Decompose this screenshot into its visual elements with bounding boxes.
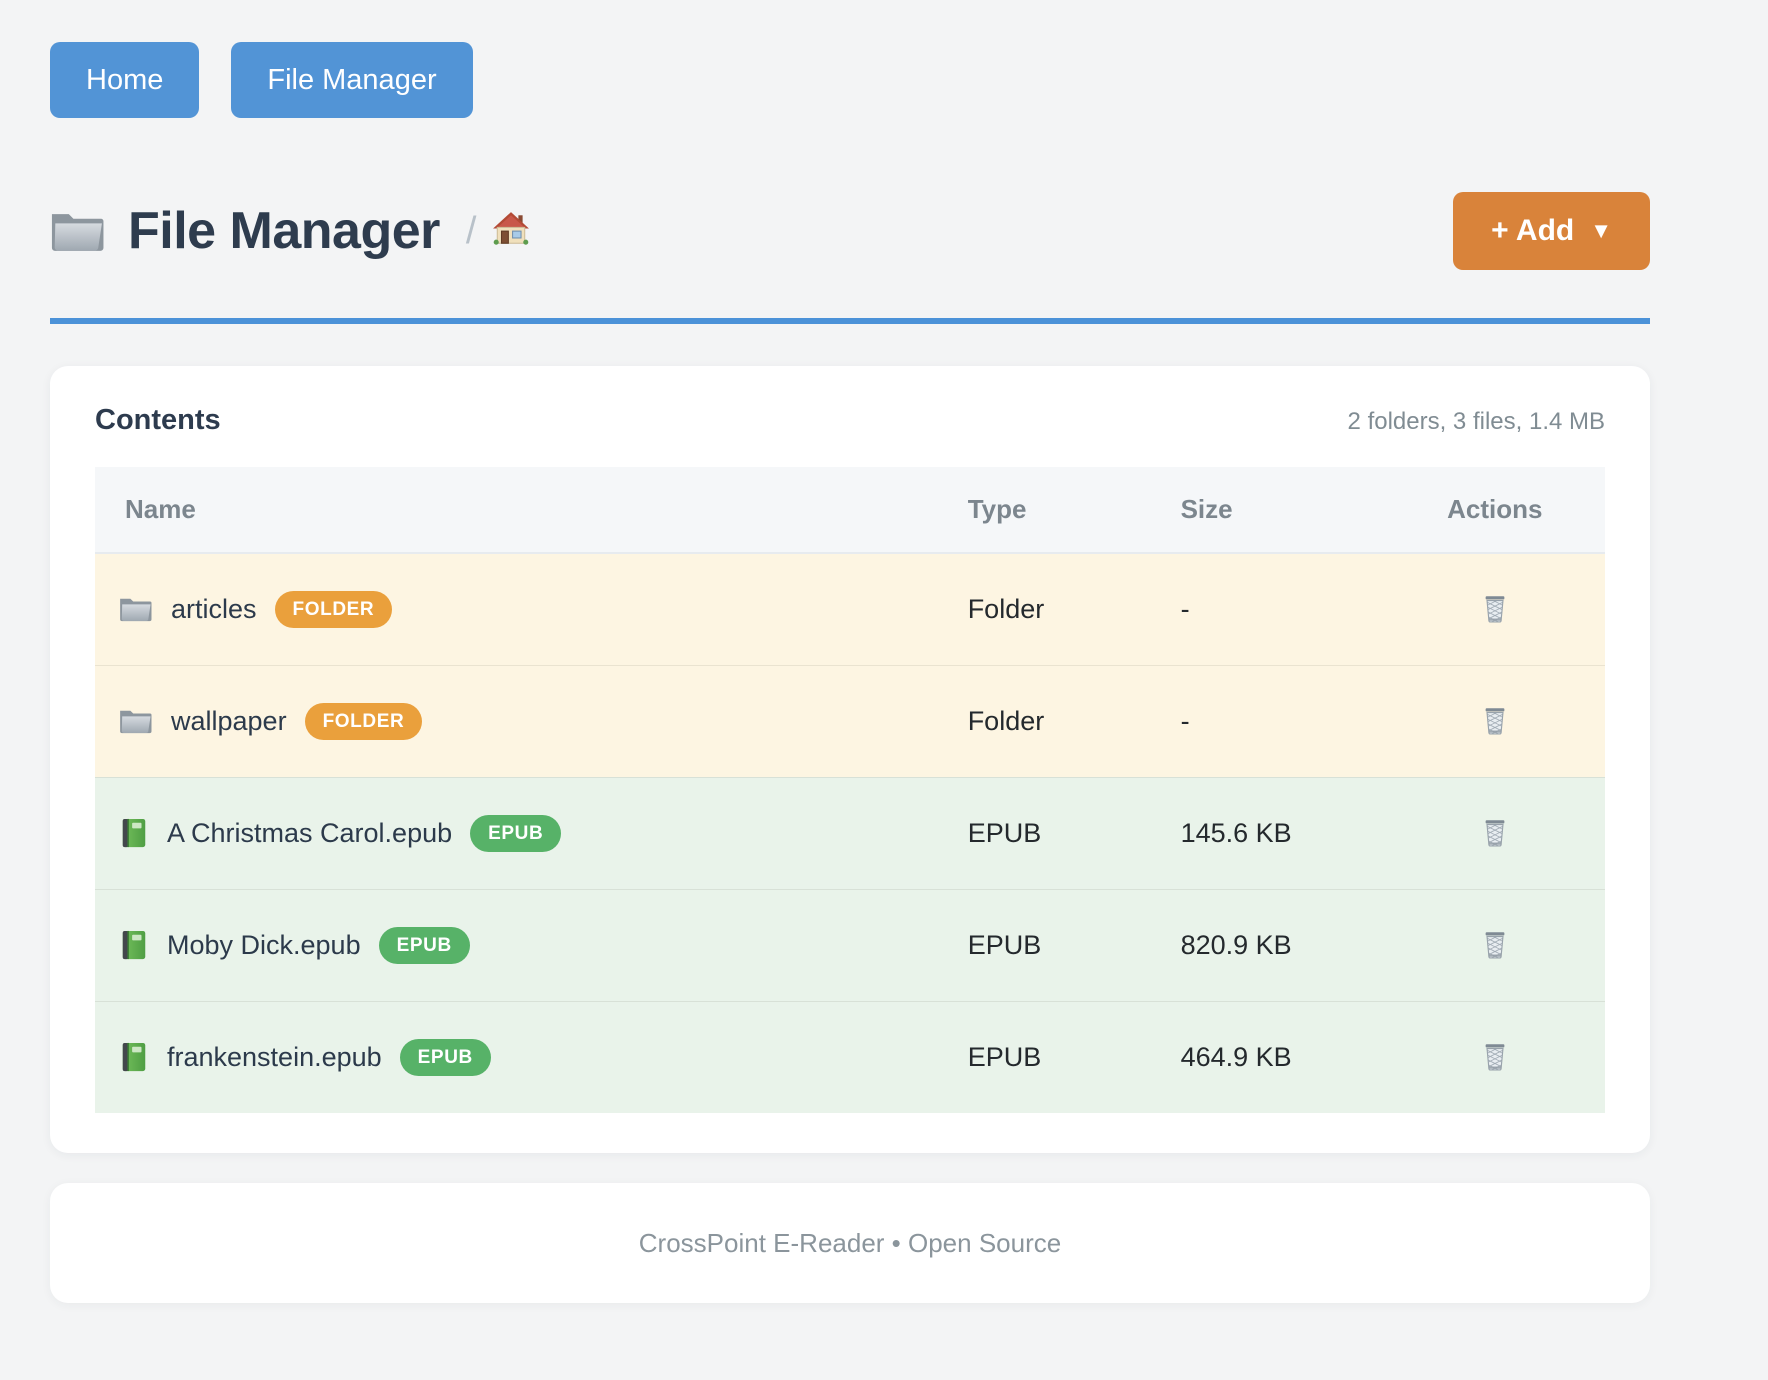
trash-icon (1480, 1040, 1510, 1075)
table-row[interactable]: articles FOLDER Folder - (95, 553, 1605, 665)
add-button-label: + Add (1491, 214, 1575, 247)
folder-icon (119, 707, 153, 735)
file-name[interactable]: frankenstein.epub (167, 1041, 382, 1072)
delete-button[interactable] (1470, 812, 1520, 855)
contents-card-header: Contents 2 folders, 3 files, 1.4 MB (95, 404, 1605, 437)
table-row[interactable]: Moby Dick.epub EPUB EPUB 820.9 KB (95, 888, 1605, 1001)
trash-icon (1480, 592, 1510, 627)
page-header: File Manager / + Add (50, 192, 1650, 324)
file-name[interactable]: articles (171, 593, 257, 624)
page-title: File Manager (128, 202, 440, 260)
breadcrumb-separator: / (465, 209, 477, 252)
file-type: EPUB (952, 888, 1166, 1001)
delete-button[interactable] (1470, 924, 1520, 967)
type-badge: FOLDER (274, 590, 393, 628)
file-table-body: articles FOLDER Folder - (95, 553, 1605, 1113)
table-row[interactable]: wallpaper FOLDER Folder - (95, 664, 1605, 777)
page-title-group: File Manager / (50, 201, 530, 261)
house-icon (492, 210, 530, 253)
file-size: - (1165, 553, 1385, 665)
book-icon (119, 929, 149, 961)
footer-text: CrossPoint E-Reader • Open Source (638, 1227, 1062, 1258)
file-type: EPUB (952, 1000, 1166, 1113)
column-header-name: Name (95, 467, 953, 554)
book-icon (119, 1041, 149, 1073)
file-size: - (1165, 664, 1385, 777)
delete-button[interactable] (1470, 1036, 1520, 1079)
contents-card: Contents 2 folders, 3 files, 1.4 MB Name… (50, 366, 1650, 1153)
column-header-size: Size (1165, 467, 1385, 554)
type-badge: EPUB (378, 926, 470, 964)
folder-icon (50, 208, 106, 254)
file-type: Folder (952, 664, 1166, 777)
add-button[interactable]: + Add ▼ (1453, 192, 1650, 270)
file-type: EPUB (952, 776, 1166, 889)
file-table: Name Type Size Actions (95, 467, 1605, 1113)
delete-button[interactable] (1470, 588, 1520, 631)
table-row[interactable]: frankenstein.epub EPUB EPUB 464.9 KB (95, 1000, 1605, 1113)
contents-summary: 2 folders, 3 files, 1.4 MB (1347, 408, 1605, 435)
trash-icon (1480, 816, 1510, 851)
chevron-down-icon: ▼ (1590, 218, 1612, 243)
breadcrumb-nav: Home File Manager (50, 42, 1650, 118)
file-size: 464.9 KB (1165, 1000, 1385, 1113)
page-footer: CrossPoint E-Reader • Open Source (50, 1183, 1650, 1303)
type-badge: EPUB (399, 1038, 491, 1076)
nav-file-manager-button[interactable]: File Manager (231, 42, 473, 118)
column-header-type: Type (952, 467, 1166, 554)
file-size: 145.6 KB (1165, 776, 1385, 889)
trash-icon (1480, 928, 1510, 963)
type-badge: FOLDER (304, 702, 423, 740)
folder-icon (119, 595, 153, 623)
table-row[interactable]: A Christmas Carol.epub EPUB EPUB 145.6 K… (95, 776, 1605, 889)
breadcrumb-home-link[interactable] (492, 210, 530, 253)
file-name[interactable]: A Christmas Carol.epub (167, 817, 453, 848)
column-header-actions: Actions (1384, 467, 1605, 554)
file-type: Folder (952, 553, 1166, 665)
file-name[interactable]: wallpaper (171, 705, 287, 736)
type-badge: EPUB (470, 814, 562, 852)
table-header-row: Name Type Size Actions (95, 467, 1605, 554)
book-icon (119, 817, 149, 849)
delete-button[interactable] (1470, 700, 1520, 743)
trash-icon (1480, 704, 1510, 739)
file-manager-page: Home File Manager File Manager / (50, 0, 1650, 1303)
nav-home-button[interactable]: Home (50, 42, 200, 118)
contents-title: Contents (95, 404, 221, 436)
file-name[interactable]: Moby Dick.epub (167, 929, 361, 960)
file-size: 820.9 KB (1165, 888, 1385, 1001)
